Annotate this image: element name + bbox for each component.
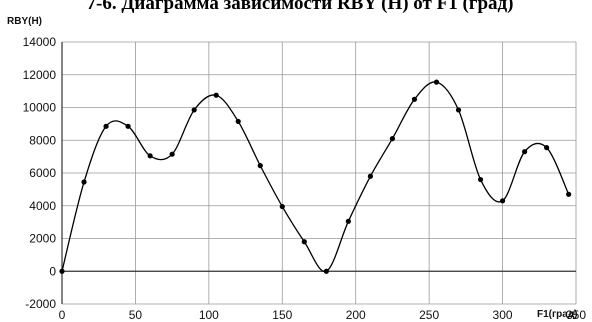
- data-point: [477, 176, 484, 183]
- data-point: [81, 179, 87, 185]
- x-tick-label: 50: [129, 308, 143, 322]
- y-tick-label: 6000: [29, 166, 56, 180]
- data-point: [279, 203, 285, 210]
- data-point: [169, 151, 175, 157]
- y-tick-label: -2000: [25, 297, 56, 311]
- data-point: [367, 173, 373, 179]
- axes: [61, 42, 576, 304]
- data-point: [566, 191, 572, 197]
- y-tick-label: 12000: [23, 68, 57, 82]
- data-point: [147, 153, 153, 159]
- y-tick-label: 0: [49, 264, 56, 278]
- data-point: [499, 198, 506, 204]
- data-point: [125, 123, 131, 129]
- data-point: [235, 118, 241, 125]
- y-tick-label: 14000: [23, 35, 57, 49]
- data-point: [103, 123, 109, 129]
- data-point: [59, 268, 65, 274]
- data-point: [191, 107, 197, 113]
- data-point: [522, 149, 528, 155]
- x-tick-label: 300: [493, 308, 513, 322]
- x-tick-label: 100: [199, 308, 219, 322]
- data-point: [544, 145, 550, 151]
- data-point: [345, 218, 351, 224]
- data-points: [59, 79, 572, 274]
- y-tick-label: 4000: [29, 199, 56, 213]
- x-tick-label: 350: [566, 308, 586, 322]
- y-tick-label: 8000: [29, 133, 56, 147]
- x-axis-label: F1(град): [537, 309, 578, 320]
- data-point: [301, 239, 307, 245]
- x-tick-label: 200: [346, 308, 366, 322]
- data-point: [213, 92, 219, 98]
- grid: [62, 41, 577, 305]
- data-point: [455, 107, 462, 113]
- data-point: [433, 79, 440, 85]
- x-tick-label: 150: [272, 308, 292, 322]
- chart-title: 7-6. Диаграмма зависимости RBY (Н) от F1…: [87, 0, 514, 14]
- y-tick-label: 2000: [29, 232, 56, 246]
- data-point: [323, 268, 329, 274]
- data-point: [389, 136, 396, 142]
- y-tick-label: 10000: [23, 101, 57, 115]
- data-point: [411, 96, 418, 102]
- x-tick-label: 250: [419, 308, 439, 322]
- data-point: [257, 163, 263, 169]
- y-axis-label: RBY(H): [7, 16, 42, 27]
- x-tick-label: 0: [59, 308, 66, 322]
